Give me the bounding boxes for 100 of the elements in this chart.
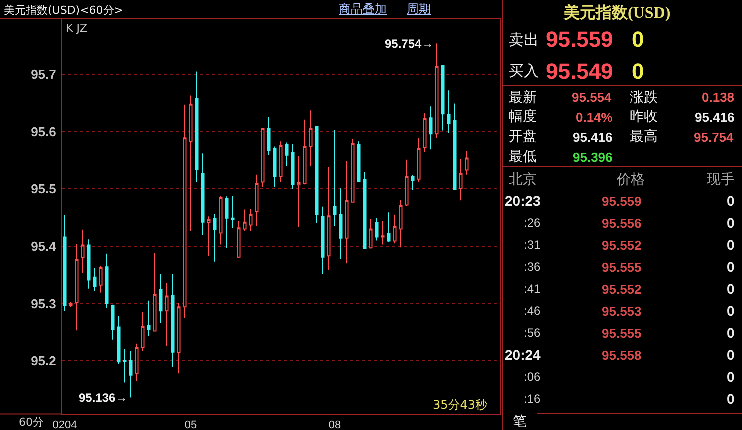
annotation: 95.136→ (79, 391, 128, 405)
candlestick (309, 110, 313, 167)
candlestick (213, 214, 217, 262)
candlestick (195, 71, 199, 183)
candlestick (153, 252, 157, 332)
text: 95.396 (573, 150, 613, 165)
candlestick (135, 343, 139, 382)
candlestick (411, 174, 415, 191)
text: 0.14% (576, 110, 614, 125)
x-tick-label: 0204 (52, 420, 78, 430)
text: 0 (632, 59, 644, 84)
text: 95.555 (602, 326, 642, 341)
candlestick (219, 196, 223, 246)
annotation: 95.754→ (385, 37, 434, 51)
text: 笔 (513, 414, 527, 430)
candlestick (87, 239, 91, 290)
text: 20:23 (505, 193, 542, 209)
text: 北京 (509, 172, 537, 188)
candlestick (441, 65, 445, 132)
text: 95.552 (602, 238, 642, 253)
text: :41 (524, 282, 542, 296)
candlestick (459, 158, 463, 202)
text: 0 (727, 215, 735, 231)
y-tick-label: 95.6 (31, 124, 56, 140)
candlestick (321, 206, 325, 274)
text: 95.559 (602, 194, 642, 209)
candlestick (387, 212, 391, 243)
text: 95.549 (546, 59, 614, 84)
text: 最新 (509, 90, 537, 106)
text: 0 (727, 369, 735, 385)
candlestick (81, 229, 85, 274)
candlestick (123, 349, 127, 384)
text: 95.754 (694, 130, 735, 145)
candlestick (351, 138, 355, 203)
text: 95.555 (602, 260, 642, 275)
candlestick (423, 112, 427, 153)
x-tick-label: 08 (328, 420, 342, 430)
candlestick (333, 130, 337, 227)
candlestick (117, 316, 121, 365)
candlestick (345, 160, 349, 264)
text: :06 (524, 370, 542, 384)
candlestick (177, 302, 181, 374)
candlestick (339, 188, 343, 260)
candlestick (207, 216, 211, 257)
candlestick (375, 218, 379, 242)
text: :46 (524, 304, 542, 318)
candlestick (357, 141, 361, 183)
candlestick (237, 220, 241, 259)
candlestick (111, 304, 115, 340)
candlestick (429, 106, 433, 150)
candlestick (279, 141, 283, 183)
candlestick (93, 268, 97, 292)
text: 开盘 (509, 129, 537, 145)
candlestick (225, 196, 229, 249)
text: 95.416 (695, 110, 735, 125)
text: 95.553 (602, 304, 642, 319)
candlestick (453, 103, 457, 190)
candlestick (267, 117, 271, 156)
candlestick (189, 95, 193, 232)
annotation: K JZ (66, 22, 88, 35)
text: 最高 (630, 129, 658, 145)
text: 美元指数(USD) (563, 3, 671, 22)
candlestick (291, 144, 295, 190)
text: 95.556 (602, 216, 642, 231)
candlestick (315, 126, 319, 224)
candlestick (147, 300, 151, 337)
candlestick (417, 138, 421, 183)
text: :26 (524, 216, 542, 230)
candlestick (105, 253, 109, 309)
text: 涨跌 (630, 90, 658, 106)
text: 0 (727, 325, 735, 341)
candlestick (363, 172, 367, 250)
candlestick (465, 150, 469, 176)
text: 95.554 (572, 90, 613, 105)
text: 0.138 (702, 90, 735, 105)
text: 买入 (509, 62, 539, 80)
candlestick (69, 302, 73, 308)
text: :56 (524, 326, 542, 340)
candlestick (243, 209, 247, 232)
candlestick (129, 350, 133, 398)
candlestick (369, 219, 373, 250)
candlestick (261, 128, 265, 188)
text: 幅度 (509, 109, 537, 125)
text: 0 (727, 237, 735, 253)
text: 0 (727, 347, 735, 363)
text: :36 (524, 260, 542, 274)
text: 95.558 (602, 348, 642, 363)
y-tick-label: 95.5 (31, 182, 56, 197)
candlestick (141, 312, 145, 352)
text: 0 (727, 281, 735, 297)
candlestick (435, 43, 439, 139)
candlestick (249, 208, 253, 232)
candlestick (201, 153, 205, 236)
candlestick (171, 273, 175, 368)
y-tick-label: 95.2 (31, 354, 56, 369)
text: 0 (727, 303, 735, 319)
candlestick (273, 146, 277, 188)
candlestick (99, 266, 103, 294)
y-tick-label: 95.7 (31, 67, 56, 82)
y-tick-label: 95.3 (31, 296, 56, 312)
